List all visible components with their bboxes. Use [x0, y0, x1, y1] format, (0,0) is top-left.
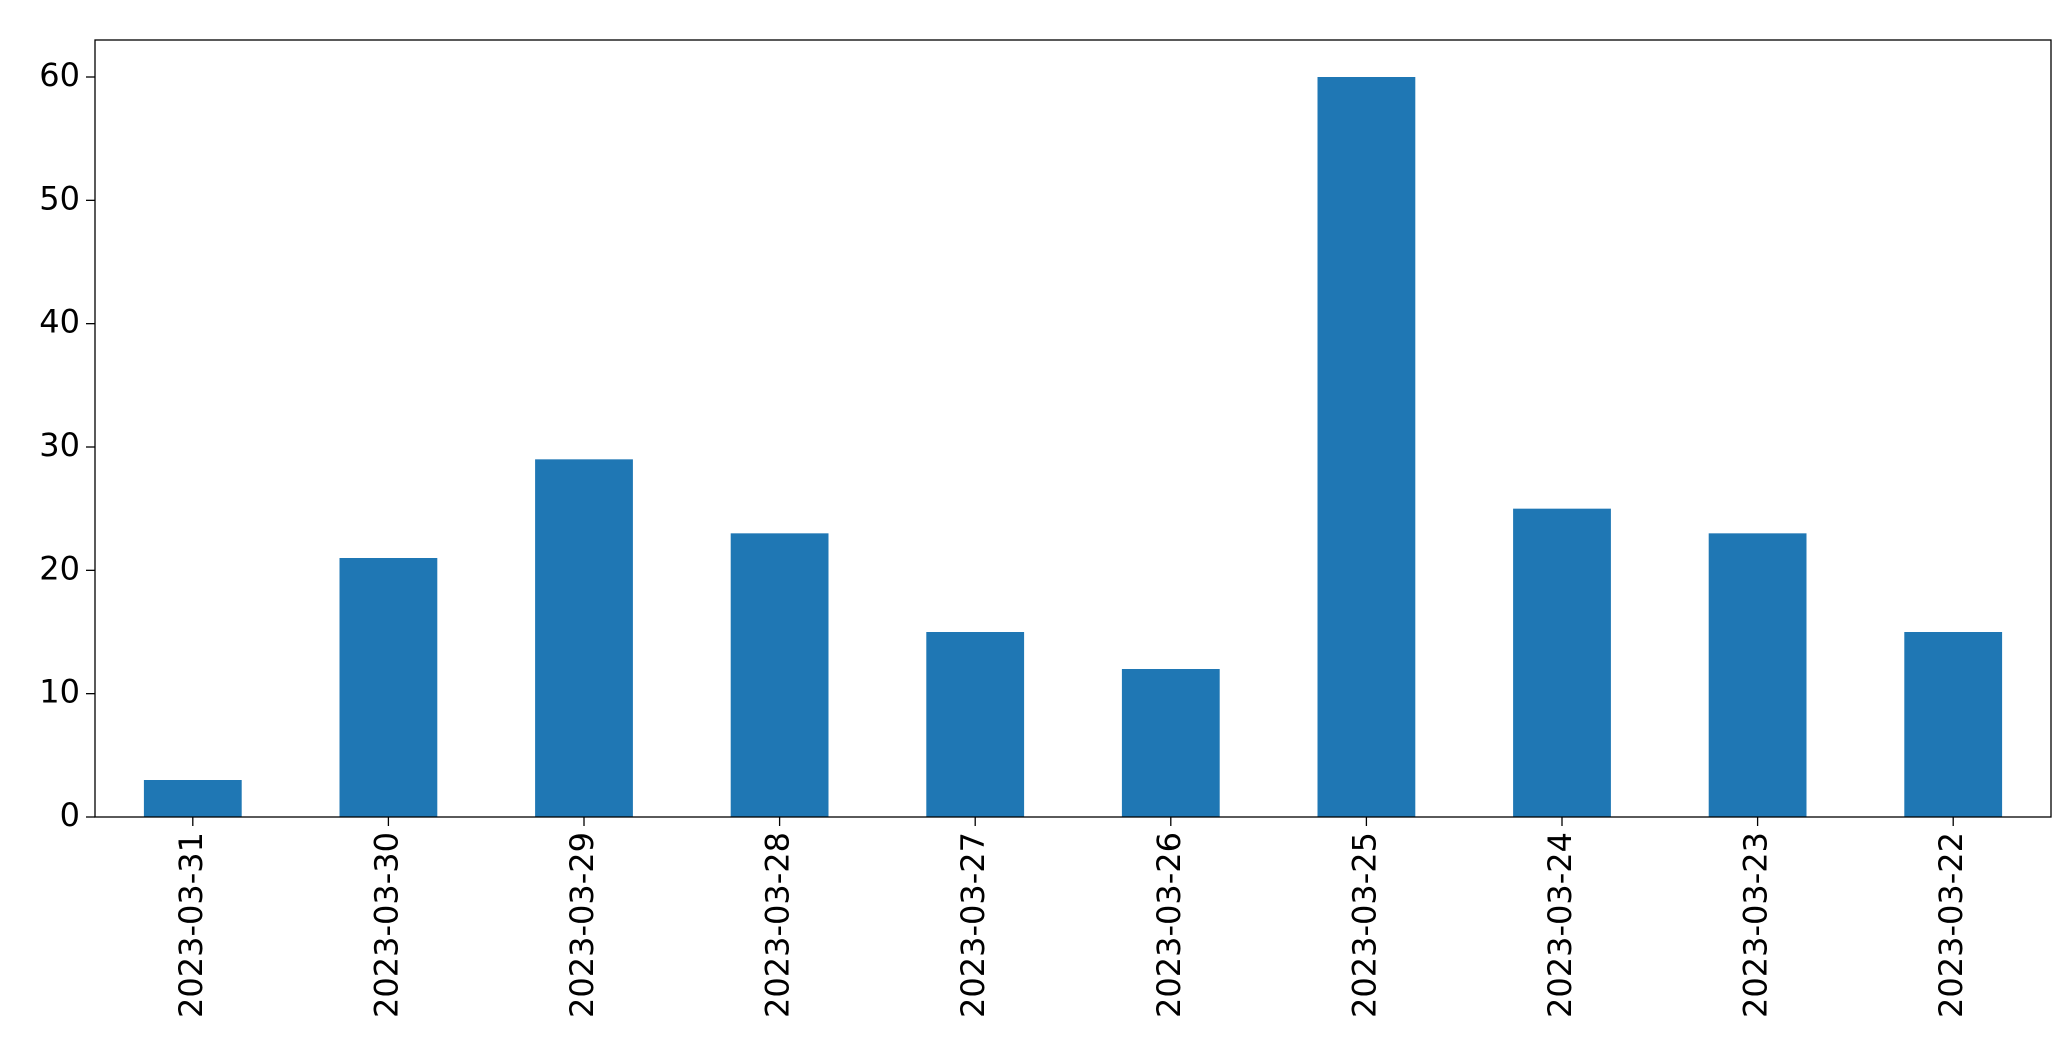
x-tick-label: 2023-03-28: [759, 832, 797, 1018]
plot-frame: [94, 39, 2052, 818]
x-tick-label: 2023-03-23: [1737, 832, 1775, 1018]
x-tick-label: 2023-03-24: [1541, 832, 1579, 1018]
x-tick-label: 2023-03-27: [954, 832, 992, 1018]
y-tick-label: 60: [39, 56, 80, 94]
x-tick-label: 2023-03-31: [172, 832, 210, 1018]
bar: [1904, 632, 2003, 817]
bar: [926, 632, 1025, 817]
bar: [535, 459, 633, 817]
bar: [1317, 77, 1416, 817]
x-tick-label: 2023-03-29: [563, 832, 601, 1018]
bar: [730, 533, 829, 817]
x-tick-label: 2023-03-22: [1932, 832, 1970, 1018]
x-tick-label: 2023-03-30: [367, 832, 405, 1018]
bar: [339, 558, 438, 817]
y-tick-label: 20: [39, 549, 80, 587]
bar: [1513, 508, 1611, 817]
bar: [1708, 533, 1807, 817]
bar: [1121, 669, 1220, 817]
y-tick-label: 30: [39, 426, 80, 464]
bar: [143, 780, 242, 817]
x-tick-label: 2023-03-26: [1150, 832, 1188, 1018]
y-tick-label: 50: [39, 179, 80, 217]
y-tick-label: 0: [60, 796, 80, 834]
x-tick-label: 2023-03-25: [1345, 832, 1383, 1018]
y-tick-label: 40: [39, 303, 80, 341]
y-tick-label: 10: [39, 673, 80, 711]
